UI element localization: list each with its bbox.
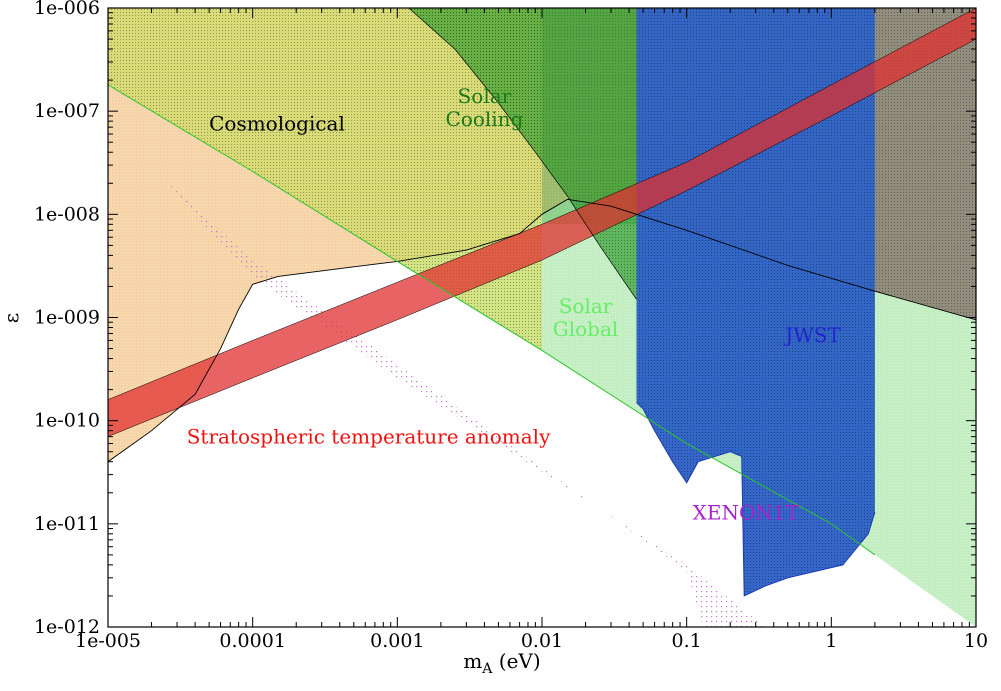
series-label-cosmological: Cosmological [209, 111, 345, 135]
y-tick-label: 1e-010 [34, 410, 100, 432]
solar-cooling-region-texture [408, 8, 637, 300]
high-mass-region-texture [874, 8, 976, 320]
x-tick-label: 0.1 [672, 630, 702, 652]
axis-ticks: 1e-005 0.0001 0.001 0.01 0.1 1 10 1e-012 1e-011 1… [34, 0, 988, 652]
cosmo-solar-overlap-region-texture [108, 8, 542, 351]
xenon1t-region [151, 168, 766, 627]
x-tick-label: 0.01 [521, 630, 563, 652]
x-axis-label-main: m [463, 649, 482, 673]
stratospheric-band [108, 8, 976, 437]
series-label-xenon1t: XENON1T [693, 501, 800, 525]
region-labels: Cosmological Solar Cooling Solar Global JWST S… [187, 84, 842, 525]
solar-global-boundary-line [108, 84, 876, 556]
y-tick-label: 1e-006 [34, 0, 100, 19]
x-axis-label: mA (eV) [463, 649, 540, 677]
jwst-boundary-line [636, 402, 876, 597]
plot-area [108, 8, 976, 627]
y-tick-label: 1e-008 [34, 203, 100, 225]
y-tick-label: 1e-007 [34, 100, 100, 122]
solar-cooling-boundary-line [408, 8, 637, 300]
series-label-solar-global: Solar Global [553, 294, 619, 341]
series-label-solar-cooling: Solar Cooling [445, 84, 523, 131]
x-tick-label: 10 [964, 630, 988, 652]
y-tick-label: 1e-012 [34, 616, 100, 638]
x-tick-label: 1 [825, 630, 837, 652]
cosmological-boundary-line [108, 198, 976, 463]
x-tick-label: 0.001 [370, 630, 424, 652]
y-tick-label: 1e-011 [34, 513, 100, 535]
solar-cooling-band [542, 8, 637, 225]
y-tick-label: 1e-009 [34, 307, 100, 329]
x-axis-label-unit: (eV) [492, 649, 540, 673]
series-label-stratospheric-temperature-anomaly: Stratospheric temperature anomaly [187, 425, 551, 449]
series-label-jwst: JWST [783, 323, 841, 347]
x-axis-label-sub: A [481, 661, 493, 677]
x-tick-label: 0.0001 [219, 630, 285, 652]
y-axis-label: ε [0, 313, 23, 323]
constraint-regions [108, 8, 976, 627]
x-tick-label: 1e-005 [75, 630, 141, 652]
